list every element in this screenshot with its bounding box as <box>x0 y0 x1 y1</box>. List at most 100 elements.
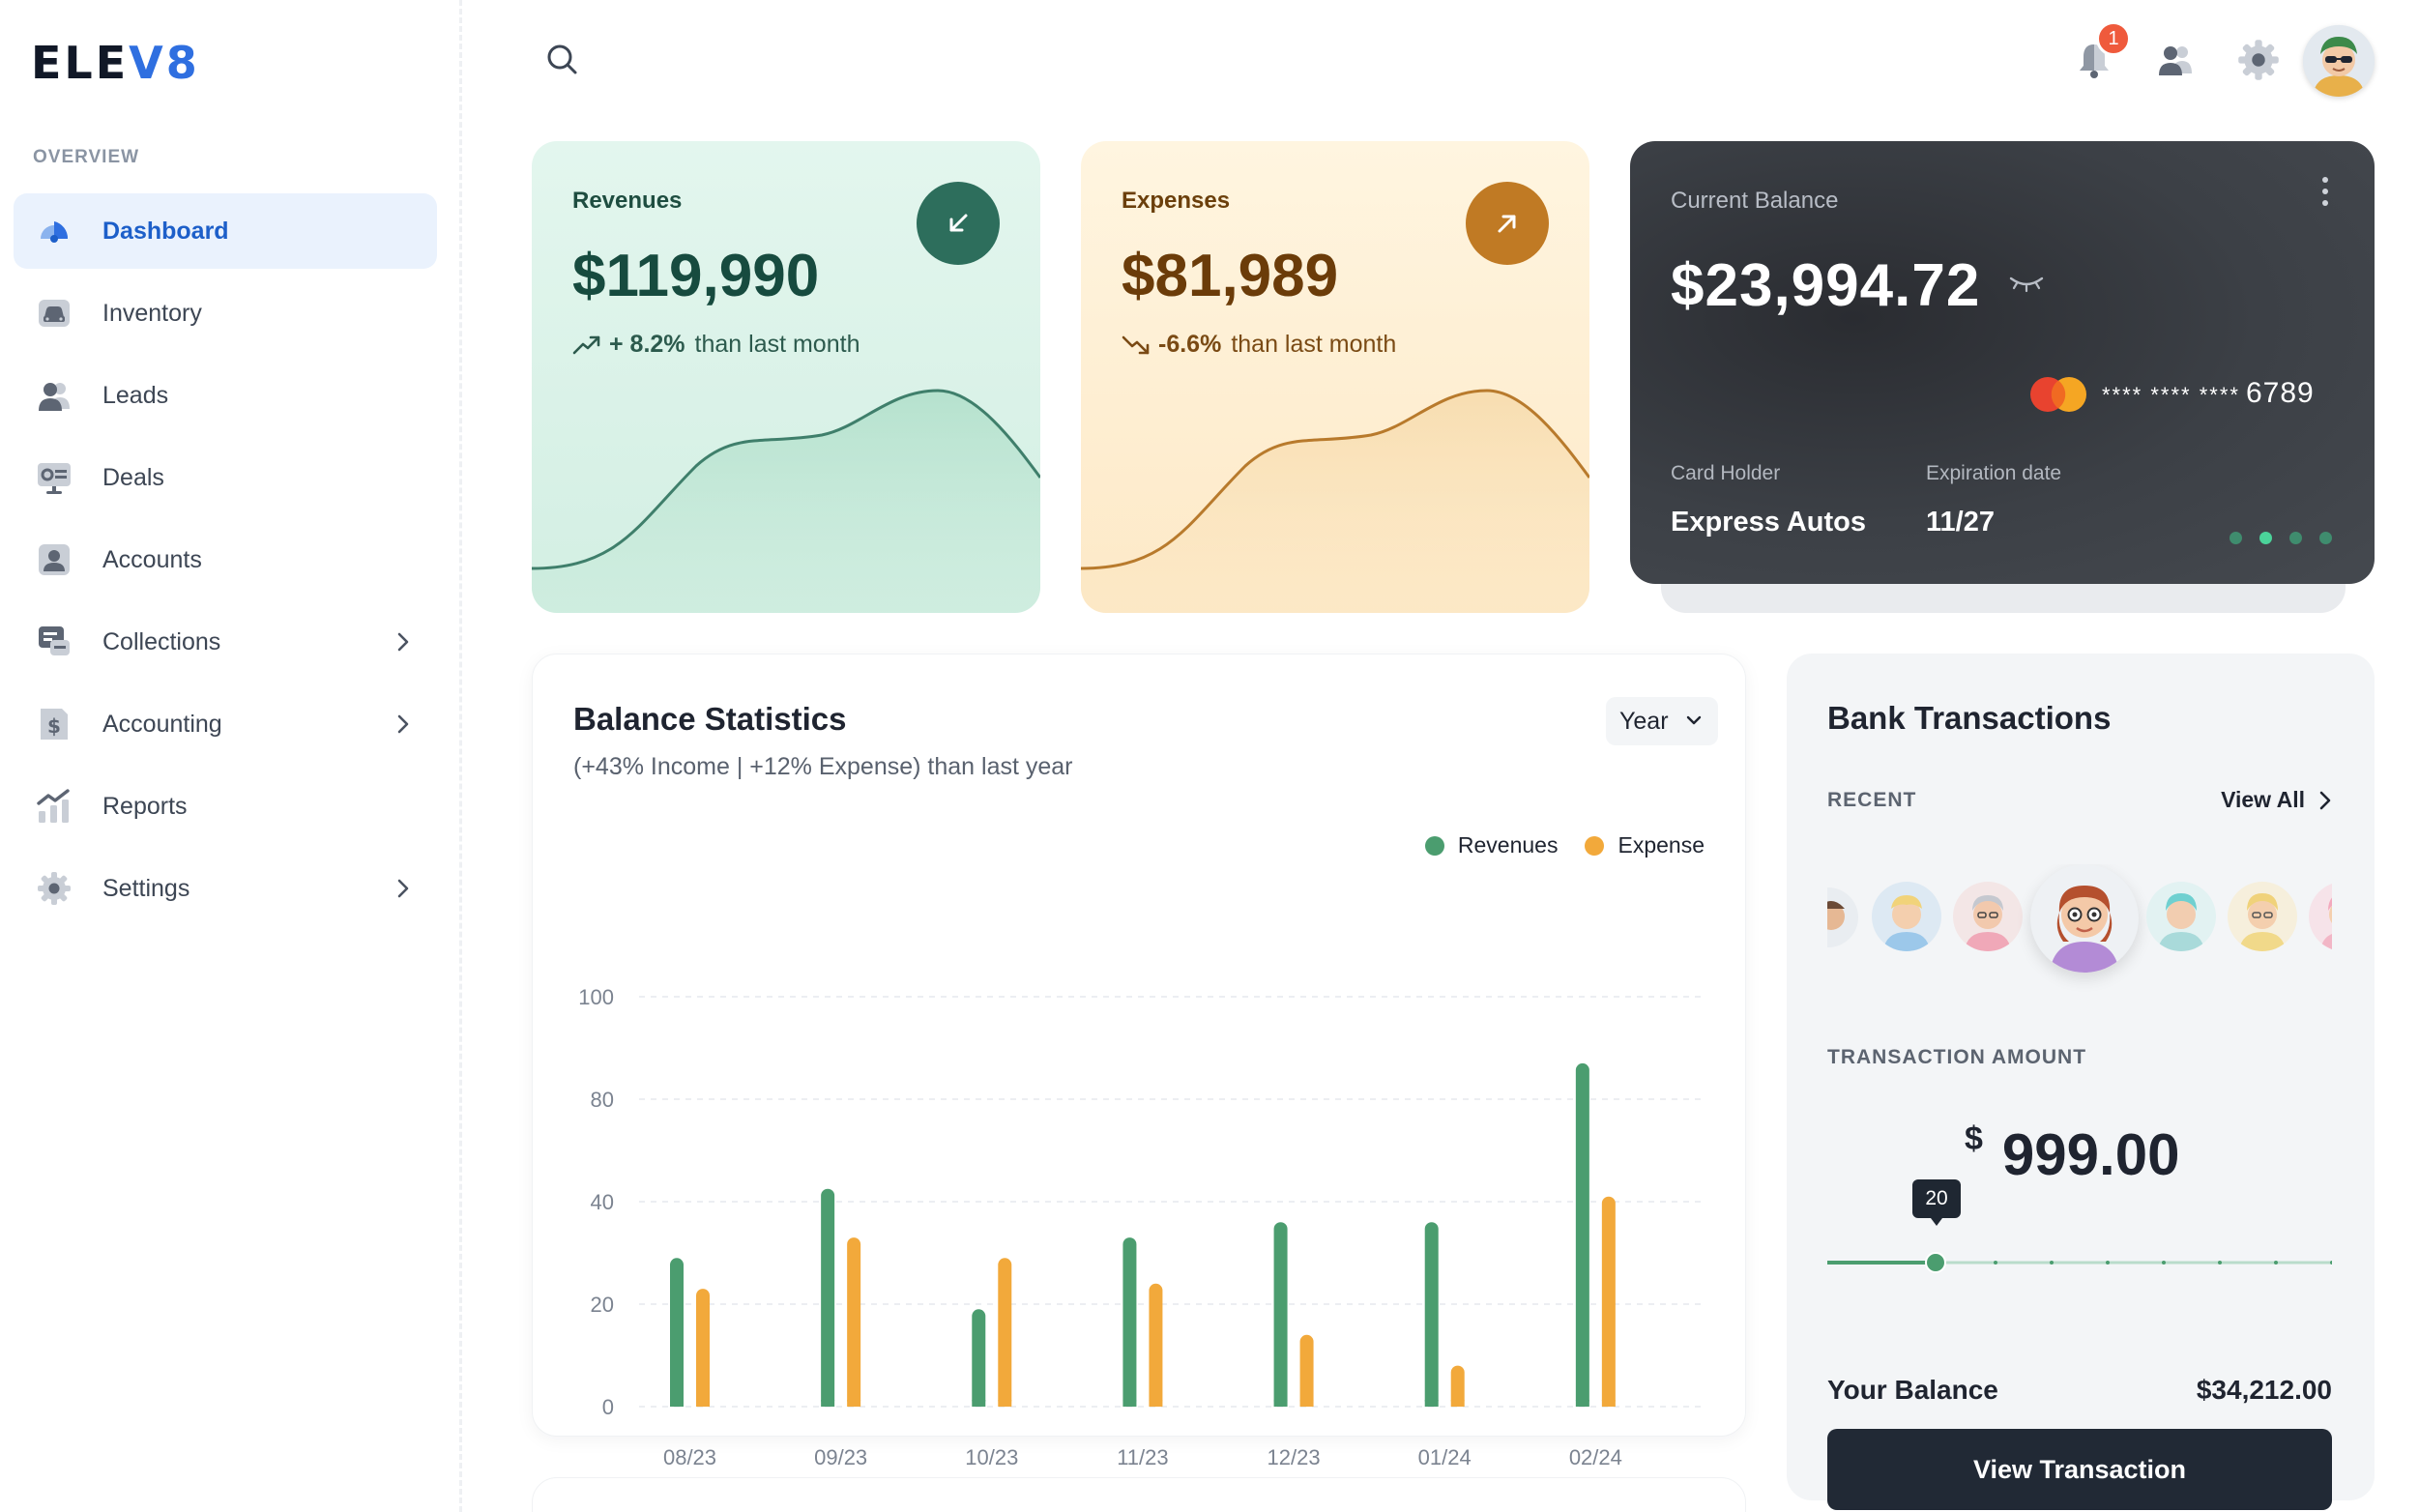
settings-gear-icon[interactable] <box>2237 39 2280 81</box>
expenses-title: Expenses <box>1122 188 1231 214</box>
bar-revenues-11-23[interactable] <box>1122 1237 1137 1407</box>
sidebar-item-settings[interactable]: Settings <box>14 851 437 926</box>
x-tick-label: 01/24 <box>1418 1445 1472 1469</box>
slider-step <box>2162 1261 2166 1265</box>
sidebar-item-accounts[interactable]: Accounts <box>14 522 437 597</box>
sidebar-item-reports[interactable]: Reports <box>14 769 437 844</box>
y-tick-label: 0 <box>602 1395 614 1419</box>
revenues-action-button[interactable] <box>917 182 1000 265</box>
expiration-value: 11/27 <box>1926 507 1995 538</box>
expenses-trend-percent: -6.6% <box>1158 331 1222 358</box>
mastercard-icon <box>2030 377 2086 412</box>
bar-revenues-01-24[interactable] <box>1424 1222 1439 1407</box>
dashboard-icon <box>35 212 73 250</box>
search-icon[interactable] <box>543 41 582 79</box>
transaction-amount[interactable]: $999.00 <box>1965 1120 2179 1188</box>
bar-expense-10-23[interactable] <box>998 1258 1012 1407</box>
sidebar-item-inventory[interactable]: Inventory <box>14 276 437 351</box>
expenses-action-button[interactable] <box>1466 182 1549 265</box>
bar-expense-02-24[interactable] <box>1601 1196 1616 1407</box>
bar-revenues-10-23[interactable] <box>972 1309 986 1407</box>
legend-swatch <box>1585 835 1605 856</box>
slider-thumb[interactable] <box>1925 1252 1946 1273</box>
contact-avatar[interactable] <box>1827 887 1858 947</box>
account-icon <box>35 540 73 579</box>
period-select-value: Year <box>1619 707 1669 735</box>
legend-label: Revenues <box>1457 832 1559 858</box>
chevron-right-icon[interactable] <box>391 876 416 901</box>
sidebar-item-deals[interactable]: Deals <box>14 440 437 515</box>
contact-illustration <box>2239 893 2286 951</box>
arrow-up-right-icon <box>1498 215 1516 233</box>
bar-base <box>1575 1400 1589 1407</box>
bar-expense-09-23[interactable] <box>847 1237 861 1407</box>
bar-expense-08-23[interactable] <box>696 1289 710 1407</box>
legend-item-expense[interactable]: Expense <box>1585 832 1705 858</box>
contact-avatar[interactable] <box>1872 882 1941 951</box>
revenues-sparkline <box>532 389 1040 613</box>
collections-icon <box>35 623 73 661</box>
eye-closed-icon[interactable] <box>2007 273 2046 296</box>
contacts-icon[interactable] <box>2154 39 2197 81</box>
contact-illustration <box>2158 893 2204 951</box>
contact-avatar[interactable] <box>2228 882 2297 951</box>
pager-dot[interactable] <box>2230 532 2242 544</box>
card-pager <box>2230 532 2332 544</box>
bar-revenues-09-23[interactable] <box>821 1188 835 1407</box>
view-all-link[interactable]: View All <box>2221 787 2332 813</box>
reports-icon <box>35 787 73 826</box>
expiration-label: Expiration date <box>1926 462 2062 484</box>
slider-step <box>2106 1261 2110 1265</box>
balance-title: Current Balance <box>1671 188 1839 214</box>
sidebar-item-leads[interactable]: Leads <box>14 358 437 433</box>
logo-text: ELE <box>31 37 130 89</box>
revenues-card[interactable]: Revenues $119,990 + 8.2% than last month <box>532 141 1040 613</box>
app-logo[interactable]: ELEV8 <box>31 37 200 89</box>
trend-up-icon <box>572 335 600 354</box>
bar-base <box>1299 1400 1314 1407</box>
svg-text:$: $ <box>47 714 61 738</box>
contact-avatar[interactable] <box>2146 882 2216 951</box>
period-select[interactable]: Year <box>1606 697 1718 745</box>
current-balance-card[interactable]: Current Balance $23,994.72 **** **** ***… <box>1630 141 2375 584</box>
bar-revenues-12-23[interactable] <box>1273 1222 1288 1407</box>
user-avatar[interactable] <box>2303 25 2375 97</box>
sidebar-item-dashboard[interactable]: Dashboard <box>14 193 437 269</box>
bar-base <box>847 1400 861 1407</box>
bar-base <box>696 1400 710 1407</box>
slider-step <box>2218 1261 2222 1265</box>
x-tick-label: 02/24 <box>1569 1445 1622 1469</box>
bar-expense-12-23[interactable] <box>1299 1334 1314 1407</box>
bar-expense-11-23[interactable] <box>1149 1283 1163 1407</box>
chevron-right-icon[interactable] <box>391 712 416 737</box>
sidebar-item-collections[interactable]: Collections <box>14 604 437 680</box>
more-vertical-icon[interactable] <box>2311 172 2340 211</box>
pager-dot[interactable] <box>2319 532 2332 544</box>
amount-slider[interactable] <box>1827 1243 2332 1282</box>
contact-avatar[interactable] <box>2309 882 2332 951</box>
x-tick-label: 11/23 <box>1117 1445 1168 1469</box>
contact-avatar-selected[interactable] <box>2030 864 2139 973</box>
logo-accent: V8 <box>129 37 200 89</box>
legend-item-revenues[interactable]: Revenues <box>1424 832 1559 858</box>
sidebar-item-accounting[interactable]: $ Accounting <box>14 686 437 762</box>
sidebar-item-label: Accounting <box>102 710 222 738</box>
transaction-amount-label: TRANSACTION AMOUNT <box>1827 1046 2087 1068</box>
bar-revenues-02-24[interactable] <box>1575 1062 1589 1407</box>
revenues-title: Revenues <box>572 188 683 214</box>
view-transaction-button[interactable]: View Transaction <box>1827 1429 2332 1510</box>
pager-dot-active[interactable] <box>2259 532 2272 544</box>
card-holder-label: Card Holder <box>1671 462 1781 484</box>
bank-transactions-panel: Bank Transactions RECENT View All TRANSA… <box>1787 654 2375 1510</box>
bar-base <box>1149 1400 1163 1407</box>
chevron-right-icon[interactable] <box>391 629 416 654</box>
sidebar-item-label: Deals <box>102 463 164 491</box>
notification-badge: 1 <box>2096 21 2131 56</box>
bar-revenues-08-23[interactable] <box>670 1258 684 1407</box>
slider-value-tooltip: 20 <box>1912 1179 1961 1226</box>
contact-avatar[interactable] <box>1953 882 2023 951</box>
pager-dot[interactable] <box>2289 532 2302 544</box>
expenses-card[interactable]: Expenses $81,989 -6.6% than last month <box>1081 141 1589 613</box>
bar-expense-01-24[interactable] <box>1450 1365 1465 1407</box>
sidebar-item-label: Collections <box>102 627 221 655</box>
